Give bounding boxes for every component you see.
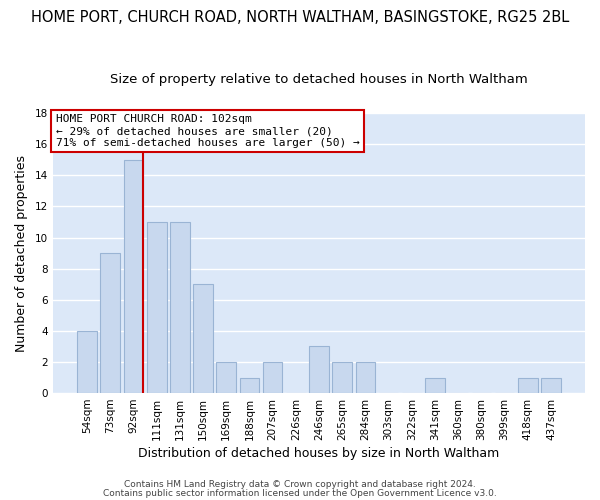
Bar — [239, 378, 259, 393]
Bar — [170, 222, 190, 393]
Bar — [217, 362, 236, 393]
Y-axis label: Number of detached properties: Number of detached properties — [15, 154, 28, 352]
Bar — [77, 331, 97, 393]
Bar — [263, 362, 283, 393]
Bar — [425, 378, 445, 393]
Bar — [541, 378, 561, 393]
Bar — [100, 253, 120, 393]
X-axis label: Distribution of detached houses by size in North Waltham: Distribution of detached houses by size … — [139, 447, 500, 460]
Bar — [147, 222, 167, 393]
Text: HOME PORT, CHURCH ROAD, NORTH WALTHAM, BASINGSTOKE, RG25 2BL: HOME PORT, CHURCH ROAD, NORTH WALTHAM, B… — [31, 10, 569, 25]
Title: Size of property relative to detached houses in North Waltham: Size of property relative to detached ho… — [110, 72, 528, 86]
Bar — [309, 346, 329, 393]
Text: HOME PORT CHURCH ROAD: 102sqm
← 29% of detached houses are smaller (20)
71% of s: HOME PORT CHURCH ROAD: 102sqm ← 29% of d… — [56, 114, 359, 148]
Bar — [518, 378, 538, 393]
Text: Contains public sector information licensed under the Open Government Licence v3: Contains public sector information licen… — [103, 488, 497, 498]
Bar — [124, 160, 143, 393]
Bar — [193, 284, 213, 393]
Text: Contains HM Land Registry data © Crown copyright and database right 2024.: Contains HM Land Registry data © Crown c… — [124, 480, 476, 489]
Bar — [356, 362, 375, 393]
Bar — [332, 362, 352, 393]
